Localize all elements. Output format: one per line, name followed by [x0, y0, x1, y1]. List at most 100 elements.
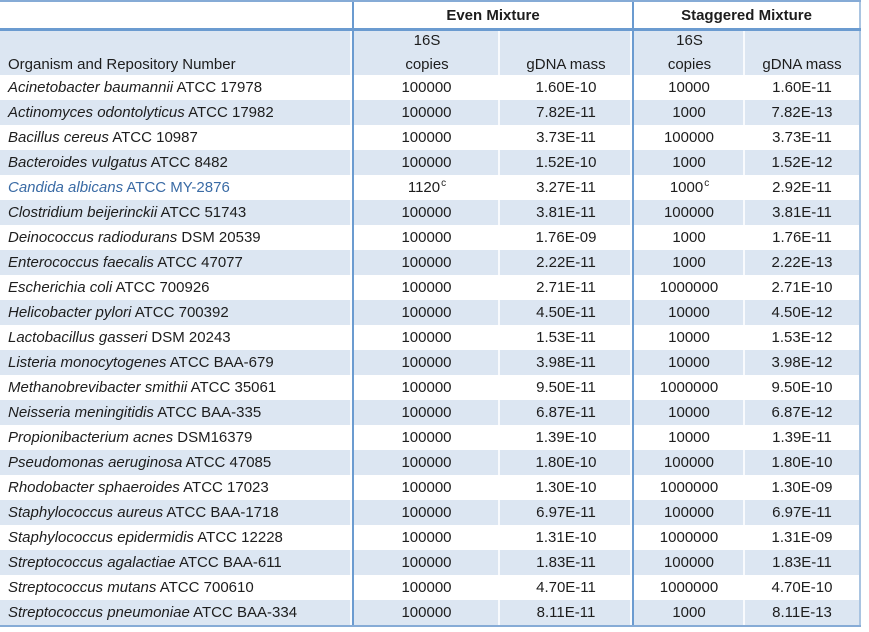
organism-repo: ATCC MY-2876: [123, 179, 230, 196]
organism-repo: ATCC BAA-334: [189, 604, 298, 621]
even-copies-cell: 100000: [352, 525, 500, 550]
group-header-staggered-mixture: Staggered Mixture: [632, 2, 861, 28]
even-copies-cell: 100000: [352, 275, 500, 300]
even-copies-value: 100000: [401, 429, 452, 446]
organism-repo: ATCC 10987: [108, 129, 198, 146]
even-gdna-header-cell: gDNA mass: [500, 31, 632, 75]
even-copies-cell: 100000: [352, 75, 500, 100]
staggered-gdna-cell: 3.73E-11: [745, 125, 861, 150]
organism-header-label: Organism and Repository Number: [8, 56, 236, 73]
staggered-copies-cell: 1000000: [632, 275, 745, 300]
even-copies-value: 100000: [401, 129, 452, 146]
staggered-gdna-cell: 1.53E-12: [745, 325, 861, 350]
staggered-gdna-value: 7.82E-13: [771, 104, 833, 121]
table-row: Bacillus cereus ATCC 10987 100000 3.73E-…: [0, 125, 861, 150]
organism-cell: Streptococcus mutans ATCC 700610: [0, 575, 352, 600]
even-copies-cell: 100000: [352, 300, 500, 325]
staggered-gdna-cell: 6.87E-12: [745, 400, 861, 425]
staggered-copies-value: 100000: [663, 504, 715, 521]
staggered-copies-cell: 1000: [632, 225, 745, 250]
staggered-gdna-value: 8.11E-13: [772, 604, 832, 621]
organism-repo: DSM 20243: [147, 329, 231, 346]
even-copies-label: copies: [405, 56, 449, 73]
even-copies-value: 100000: [401, 154, 452, 171]
even-copies-value: 100000: [401, 354, 452, 371]
staggered-copies-value: 100000: [663, 554, 715, 571]
even-gdna-cell: 1.39E-10: [500, 425, 632, 450]
staggered-copies-cell: 10000: [632, 400, 745, 425]
even-gdna-cell: 1.52E-10: [500, 150, 632, 175]
organism-name: Staphylococcus epidermidis: [8, 529, 194, 546]
even-copies-value: 100000: [401, 554, 452, 571]
staggered-copies-value: 10000: [668, 329, 710, 346]
staggered-copies-value: 1000: [672, 104, 706, 121]
even-copies-value: 1120: [407, 179, 441, 196]
organism-cell: Rhodobacter sphaeroides ATCC 17023: [0, 475, 352, 500]
staggered-gdna-cell: 2.71E-10: [745, 275, 861, 300]
table-row: Escherichia coli ATCC 700926 100000 2.71…: [0, 275, 861, 300]
staggered-copies-cell: 1000: [632, 100, 745, 125]
organism-name: Enterococcus faecalis: [8, 254, 154, 271]
staggered-copies-cell: 100000: [632, 200, 745, 225]
even-gdna-value: 6.97E-11: [536, 504, 596, 521]
table-row: Actinomyces odontolyticus ATCC 17982 100…: [0, 100, 861, 125]
even-copies-cell: 100000: [352, 475, 500, 500]
staggered-copies-value: 10000: [668, 404, 710, 421]
organism-cell: Neisseria meningitidis ATCC BAA-335: [0, 400, 352, 425]
organism-name: Listeria monocytogenes: [8, 354, 167, 371]
staggered-gdna-value: 3.98E-12: [771, 354, 833, 371]
organism-name: Lactobacillus gasseri: [8, 329, 148, 346]
organism-repo: ATCC 51743: [157, 204, 247, 221]
table-row: Staphylococcus epidermidis ATCC 12228 10…: [0, 525, 861, 550]
table-row: Propionibacterium acnes DSM16379 100000 …: [0, 425, 861, 450]
organism-cell: Deinococcus radiodurans DSM 20539: [0, 225, 352, 250]
staggered-copies-cell: 1000: [632, 600, 745, 625]
organism-name: Pseudomonas aeruginosa: [8, 454, 183, 471]
organism-cell: Listeria monocytogenes ATCC BAA-679: [0, 350, 352, 375]
table-row: Lactobacillus gasseri DSM 20243 100000 1…: [0, 325, 861, 350]
organism-name: Bacteroides vulgatus: [8, 154, 148, 171]
staggered-gdna-cell: 8.11E-13: [745, 600, 861, 625]
even-gdna-cell: 1.76E-09: [500, 225, 632, 250]
even-gdna-cell: 3.98E-11: [500, 350, 632, 375]
organism-name: Bacillus cereus: [8, 129, 109, 146]
even-gdna-cell: 6.97E-11: [500, 500, 632, 525]
column-header-row: Organism and Repository Number 16S copie…: [0, 31, 861, 75]
organism-cell: Pseudomonas aeruginosa ATCC 47085: [0, 450, 352, 475]
staggered-copies-value: 100000: [663, 454, 715, 471]
staggered-gdna-value: 1.31E-09: [771, 529, 833, 546]
organism-repo: ATCC 8482: [147, 154, 228, 171]
table-body: Acinetobacter baumannii ATCC 17978 10000…: [0, 75, 861, 625]
staggered-gdna-value: 1.39E-11: [772, 429, 832, 446]
even-gdna-label: gDNA mass: [526, 56, 606, 73]
staggered-gdna-cell: 2.92E-11: [745, 175, 861, 200]
even-copies-value: 100000: [401, 279, 452, 296]
organism-cell: Staphylococcus epidermidis ATCC 12228: [0, 525, 352, 550]
even-mixture-label: Even Mixture: [446, 6, 540, 24]
even-copies-cell: 100000: [352, 350, 500, 375]
organism-cell: Acinetobacter baumannii ATCC 17978: [0, 75, 352, 100]
even-copies-header-cell: 16S copies: [352, 31, 500, 75]
organism-name: Streptococcus pneumoniae: [8, 604, 190, 621]
organism-cell: Bacillus cereus ATCC 10987: [0, 125, 352, 150]
even-gdna-value: 9.50E-11: [536, 379, 596, 396]
staggered-gdna-value: 3.73E-11: [772, 129, 832, 146]
even-gdna-cell: 3.27E-11: [500, 175, 632, 200]
organism-name: Rhodobacter sphaeroides: [8, 479, 180, 496]
staggered-gdna-value: 3.81E-11: [772, 204, 832, 221]
even-copies-cell: 100000: [352, 100, 500, 125]
staggered-copies-label: copies: [667, 56, 712, 73]
even-copies-cell: 100000: [352, 500, 500, 525]
organism-cell: Candida albicans ATCC MY-2876: [0, 175, 352, 200]
even-copies-cell: 100000: [352, 225, 500, 250]
table-row: Deinococcus radiodurans DSM 20539 100000…: [0, 225, 861, 250]
even-gdna-value: 1.60E-10: [535, 79, 597, 96]
even-copies-cell: 100000: [352, 125, 500, 150]
even-copies-cell: 100000: [352, 575, 500, 600]
table-row: Enterococcus faecalis ATCC 47077 100000 …: [0, 250, 861, 275]
staggered-gdna-cell: 1.60E-11: [745, 75, 861, 100]
table-row: Bacteroides vulgatus ATCC 8482 100000 1.…: [0, 150, 861, 175]
even-gdna-value: 1.30E-10: [535, 479, 597, 496]
staggered-gdna-value: 4.70E-10: [771, 579, 833, 596]
